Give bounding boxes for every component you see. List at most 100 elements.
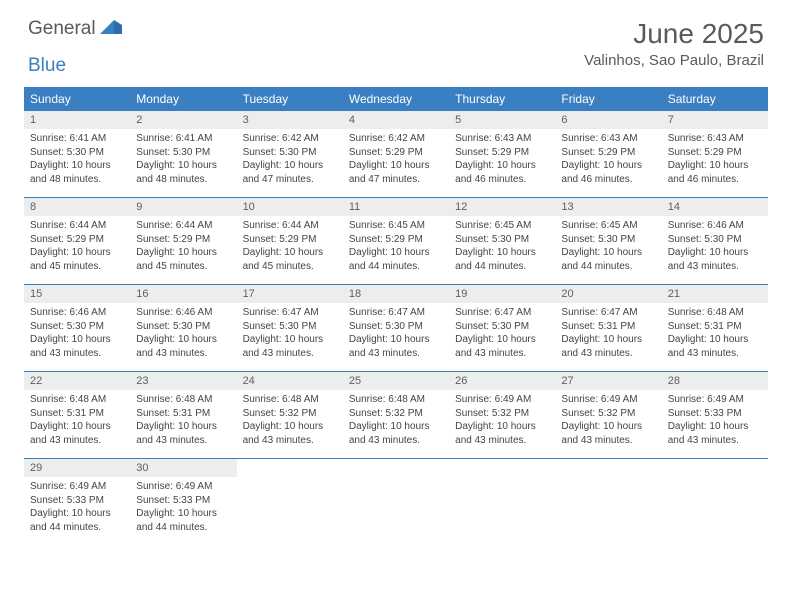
day-number: 11 — [343, 198, 449, 216]
day-daylight1: Daylight: 10 hours — [561, 333, 655, 347]
day-sunrise: Sunrise: 6:48 AM — [668, 306, 762, 320]
day-number: 3 — [237, 111, 343, 129]
day-daylight1: Daylight: 10 hours — [349, 333, 443, 347]
day-daylight1: Daylight: 10 hours — [136, 246, 230, 260]
logo-text-blue: Blue — [28, 55, 66, 76]
day-details: Sunrise: 6:42 AMSunset: 5:30 PMDaylight:… — [237, 129, 343, 190]
day-details: Sunrise: 6:45 AMSunset: 5:29 PMDaylight:… — [343, 216, 449, 277]
day-details: Sunrise: 6:48 AMSunset: 5:31 PMDaylight:… — [130, 390, 236, 451]
day-sunrise: Sunrise: 6:43 AM — [668, 132, 762, 146]
day-daylight1: Daylight: 10 hours — [668, 159, 762, 173]
day-daylight1: Daylight: 10 hours — [561, 246, 655, 260]
day-number: 23 — [130, 372, 236, 390]
day-cell — [343, 459, 449, 545]
day-daylight2: and 43 minutes. — [30, 347, 124, 361]
day-cell: 14Sunrise: 6:46 AMSunset: 5:30 PMDayligh… — [662, 198, 768, 284]
day-number: 28 — [662, 372, 768, 390]
day-sunrise: Sunrise: 6:49 AM — [455, 393, 549, 407]
day-sunset: Sunset: 5:29 PM — [349, 146, 443, 160]
day-number: 1 — [24, 111, 130, 129]
day-cell — [449, 459, 555, 545]
day-sunset: Sunset: 5:29 PM — [668, 146, 762, 160]
day-daylight2: and 43 minutes. — [349, 347, 443, 361]
day-cell: 3Sunrise: 6:42 AMSunset: 5:30 PMDaylight… — [237, 111, 343, 197]
day-sunset: Sunset: 5:30 PM — [243, 320, 337, 334]
day-details: Sunrise: 6:46 AMSunset: 5:30 PMDaylight:… — [130, 303, 236, 364]
day-sunset: Sunset: 5:31 PM — [668, 320, 762, 334]
day-daylight2: and 45 minutes. — [30, 260, 124, 274]
day-details: Sunrise: 6:44 AMSunset: 5:29 PMDaylight:… — [130, 216, 236, 277]
day-daylight1: Daylight: 10 hours — [243, 333, 337, 347]
day-number: 25 — [343, 372, 449, 390]
day-sunset: Sunset: 5:30 PM — [455, 233, 549, 247]
day-sunset: Sunset: 5:33 PM — [136, 494, 230, 508]
day-daylight2: and 43 minutes. — [349, 434, 443, 448]
day-daylight2: and 43 minutes. — [668, 434, 762, 448]
day-number: 8 — [24, 198, 130, 216]
day-daylight1: Daylight: 10 hours — [455, 333, 549, 347]
day-details: Sunrise: 6:46 AMSunset: 5:30 PMDaylight:… — [662, 216, 768, 277]
day-daylight2: and 44 minutes. — [349, 260, 443, 274]
day-number: 24 — [237, 372, 343, 390]
week-row: 22Sunrise: 6:48 AMSunset: 5:31 PMDayligh… — [24, 372, 768, 459]
day-details: Sunrise: 6:49 AMSunset: 5:33 PMDaylight:… — [24, 477, 130, 538]
weekday-header-row: SundayMondayTuesdayWednesdayThursdayFrid… — [24, 87, 768, 111]
day-cell: 6Sunrise: 6:43 AMSunset: 5:29 PMDaylight… — [555, 111, 661, 197]
day-number: 19 — [449, 285, 555, 303]
day-number: 13 — [555, 198, 661, 216]
day-daylight2: and 47 minutes. — [349, 173, 443, 187]
day-sunset: Sunset: 5:31 PM — [561, 320, 655, 334]
day-number: 12 — [449, 198, 555, 216]
day-sunrise: Sunrise: 6:46 AM — [30, 306, 124, 320]
day-details: Sunrise: 6:47 AMSunset: 5:31 PMDaylight:… — [555, 303, 661, 364]
day-details: Sunrise: 6:47 AMSunset: 5:30 PMDaylight:… — [343, 303, 449, 364]
day-sunset: Sunset: 5:32 PM — [349, 407, 443, 421]
day-sunset: Sunset: 5:33 PM — [30, 494, 124, 508]
day-sunset: Sunset: 5:30 PM — [243, 146, 337, 160]
day-daylight2: and 43 minutes. — [136, 434, 230, 448]
weekday-header: Thursday — [449, 88, 555, 111]
week-row: 8Sunrise: 6:44 AMSunset: 5:29 PMDaylight… — [24, 198, 768, 285]
day-sunset: Sunset: 5:29 PM — [136, 233, 230, 247]
day-details: Sunrise: 6:49 AMSunset: 5:32 PMDaylight:… — [449, 390, 555, 451]
day-number: 15 — [24, 285, 130, 303]
day-cell: 9Sunrise: 6:44 AMSunset: 5:29 PMDaylight… — [130, 198, 236, 284]
week-row: 29Sunrise: 6:49 AMSunset: 5:33 PMDayligh… — [24, 459, 768, 545]
day-cell: 20Sunrise: 6:47 AMSunset: 5:31 PMDayligh… — [555, 285, 661, 371]
day-cell: 12Sunrise: 6:45 AMSunset: 5:30 PMDayligh… — [449, 198, 555, 284]
day-cell: 26Sunrise: 6:49 AMSunset: 5:32 PMDayligh… — [449, 372, 555, 458]
day-details: Sunrise: 6:44 AMSunset: 5:29 PMDaylight:… — [24, 216, 130, 277]
day-number: 4 — [343, 111, 449, 129]
day-details: Sunrise: 6:48 AMSunset: 5:32 PMDaylight:… — [237, 390, 343, 451]
day-cell: 8Sunrise: 6:44 AMSunset: 5:29 PMDaylight… — [24, 198, 130, 284]
day-daylight2: and 43 minutes. — [561, 434, 655, 448]
day-daylight1: Daylight: 10 hours — [668, 333, 762, 347]
day-cell: 13Sunrise: 6:45 AMSunset: 5:30 PMDayligh… — [555, 198, 661, 284]
weekday-header: Saturday — [662, 88, 768, 111]
day-sunrise: Sunrise: 6:47 AM — [561, 306, 655, 320]
day-details: Sunrise: 6:42 AMSunset: 5:29 PMDaylight:… — [343, 129, 449, 190]
day-sunset: Sunset: 5:31 PM — [136, 407, 230, 421]
day-details: Sunrise: 6:43 AMSunset: 5:29 PMDaylight:… — [662, 129, 768, 190]
day-number: 22 — [24, 372, 130, 390]
day-sunset: Sunset: 5:30 PM — [349, 320, 443, 334]
day-cell: 11Sunrise: 6:45 AMSunset: 5:29 PMDayligh… — [343, 198, 449, 284]
day-details: Sunrise: 6:47 AMSunset: 5:30 PMDaylight:… — [449, 303, 555, 364]
day-daylight2: and 43 minutes. — [561, 347, 655, 361]
day-details: Sunrise: 6:49 AMSunset: 5:32 PMDaylight:… — [555, 390, 661, 451]
day-daylight2: and 43 minutes. — [668, 260, 762, 274]
day-number: 14 — [662, 198, 768, 216]
day-number: 26 — [449, 372, 555, 390]
day-daylight1: Daylight: 10 hours — [136, 159, 230, 173]
day-sunrise: Sunrise: 6:42 AM — [243, 132, 337, 146]
day-daylight1: Daylight: 10 hours — [243, 420, 337, 434]
day-daylight1: Daylight: 10 hours — [136, 507, 230, 521]
day-details: Sunrise: 6:47 AMSunset: 5:30 PMDaylight:… — [237, 303, 343, 364]
day-daylight2: and 43 minutes. — [136, 347, 230, 361]
day-sunrise: Sunrise: 6:49 AM — [136, 480, 230, 494]
day-details: Sunrise: 6:45 AMSunset: 5:30 PMDaylight:… — [555, 216, 661, 277]
weeks-container: 1Sunrise: 6:41 AMSunset: 5:30 PMDaylight… — [24, 111, 768, 545]
day-daylight2: and 44 minutes. — [30, 521, 124, 535]
day-daylight1: Daylight: 10 hours — [349, 420, 443, 434]
day-sunrise: Sunrise: 6:45 AM — [561, 219, 655, 233]
